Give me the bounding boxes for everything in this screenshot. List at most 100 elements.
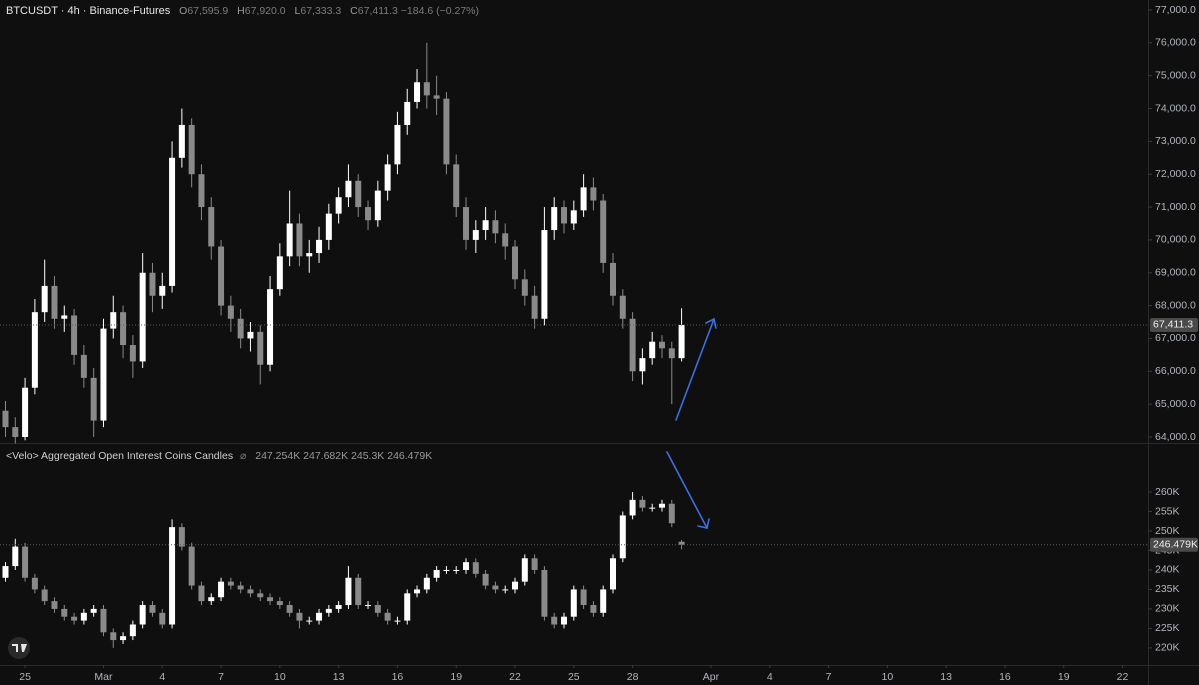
candle-body (619, 515, 626, 559)
candle-body (482, 573, 489, 586)
candle-body (570, 210, 577, 224)
candle-body (12, 427, 19, 437)
candle-body (433, 95, 440, 99)
candle-body (551, 616, 558, 625)
candle-body (41, 589, 48, 602)
candle-body (678, 324, 685, 359)
x-tick-label: 22 (509, 671, 521, 683)
candle-body (90, 377, 97, 421)
candle-body (443, 569, 450, 571)
last-value-label: 67,411.3 (1153, 319, 1193, 331)
candle-body (384, 612, 391, 621)
candle-body (472, 230, 479, 240)
ohlc-value: 67,411.3 (358, 5, 398, 17)
ohlc-key: L (295, 5, 301, 17)
candle-body (286, 605, 293, 613)
candle-body (227, 581, 234, 586)
candle-body (414, 82, 421, 102)
candle-body (296, 612, 303, 621)
candle-body (649, 341, 656, 359)
candle-body (463, 207, 470, 240)
y-tick-label: 225K (1155, 622, 1180, 634)
x-tick-label: 22 (1117, 671, 1129, 683)
ohlc-value: 247.254K (255, 450, 300, 462)
candle-body (561, 616, 568, 625)
candle-body (276, 601, 283, 606)
x-tick-label: 4 (159, 671, 165, 683)
last-value-box (1150, 317, 1198, 332)
candle-body (159, 612, 166, 625)
candle-body (2, 410, 9, 428)
y-tick-label: 66,000.0 (1155, 365, 1196, 377)
candle-body (247, 589, 254, 594)
candle-body (100, 328, 107, 421)
arrow-annotations (666, 317, 717, 529)
candle-body (521, 279, 528, 296)
down-arrow-head (697, 518, 710, 529)
plot-layer: 77,000.0 76,000.0 75,000.0 74,000.0 73,000.0… (0, 4, 1198, 683)
candle-body (629, 499, 636, 516)
candle-body (394, 124, 401, 165)
price-header: BTCUSDT · 4h · Binance-Futures O67,595.9… (6, 5, 479, 17)
indicator-title: <Velo> Aggregated Open Interest Coins Ca… (6, 450, 233, 462)
candle-body (639, 358, 646, 372)
candle-body (169, 157, 176, 286)
candles (2, 492, 685, 648)
y-tick-label: 77,000.0 (1155, 4, 1196, 16)
candle-body (51, 601, 58, 609)
candle-body (169, 527, 176, 625)
candle-body (561, 207, 568, 224)
candle-body (267, 289, 274, 365)
candle-body (541, 230, 548, 319)
candle-body (355, 577, 362, 606)
candle-body (404, 101, 411, 125)
up-arrow (675, 318, 715, 421)
candle-body (51, 285, 58, 319)
x-tick-label: 25 (19, 671, 31, 683)
candle-body (2, 566, 9, 578)
x-tick-label: 13 (333, 671, 345, 683)
candle-body (355, 180, 362, 208)
candle-body (129, 624, 136, 637)
candle-body (227, 305, 234, 319)
logo-glyph (12, 644, 27, 652)
candle-body (502, 233, 509, 247)
candle-body (296, 223, 303, 257)
y-tick-label: 65,000.0 (1155, 398, 1196, 410)
candle-body (433, 569, 440, 578)
candle-body (218, 581, 225, 598)
candle-body (159, 285, 166, 296)
y-tick-label: 72,000.0 (1155, 168, 1196, 180)
candle-body (423, 82, 430, 96)
candle-body (257, 593, 264, 598)
candle-body (649, 507, 656, 509)
y-tick-label: 260K (1155, 486, 1180, 498)
candle-body (590, 187, 597, 201)
candle-body (374, 190, 381, 221)
candle-body (619, 295, 626, 319)
candle-body (178, 124, 185, 158)
candle-body (521, 558, 528, 582)
candle-body (365, 605, 372, 607)
candle-body (325, 213, 332, 240)
x-tick-label: Mar (94, 671, 113, 683)
candle-body (139, 605, 146, 625)
x-tick-label: 16 (392, 671, 404, 683)
logo (8, 637, 30, 659)
candle-body (41, 285, 48, 313)
candle-body (463, 562, 470, 570)
candle-body (316, 612, 323, 621)
candle-body (658, 341, 665, 349)
ohlc-value: 245.3K (351, 450, 384, 462)
y-tick-label: 71,000.0 (1155, 201, 1196, 213)
x-tick-label: 7 (826, 671, 832, 683)
candle-body (149, 605, 156, 613)
candle-body (668, 503, 675, 524)
candle-body (198, 585, 205, 602)
candle-body (472, 562, 479, 574)
candle-body (208, 597, 215, 602)
candle-body (453, 164, 460, 208)
candle-body (61, 315, 68, 319)
candle-body (120, 636, 127, 641)
y-tick-label: 75,000.0 (1155, 69, 1196, 81)
